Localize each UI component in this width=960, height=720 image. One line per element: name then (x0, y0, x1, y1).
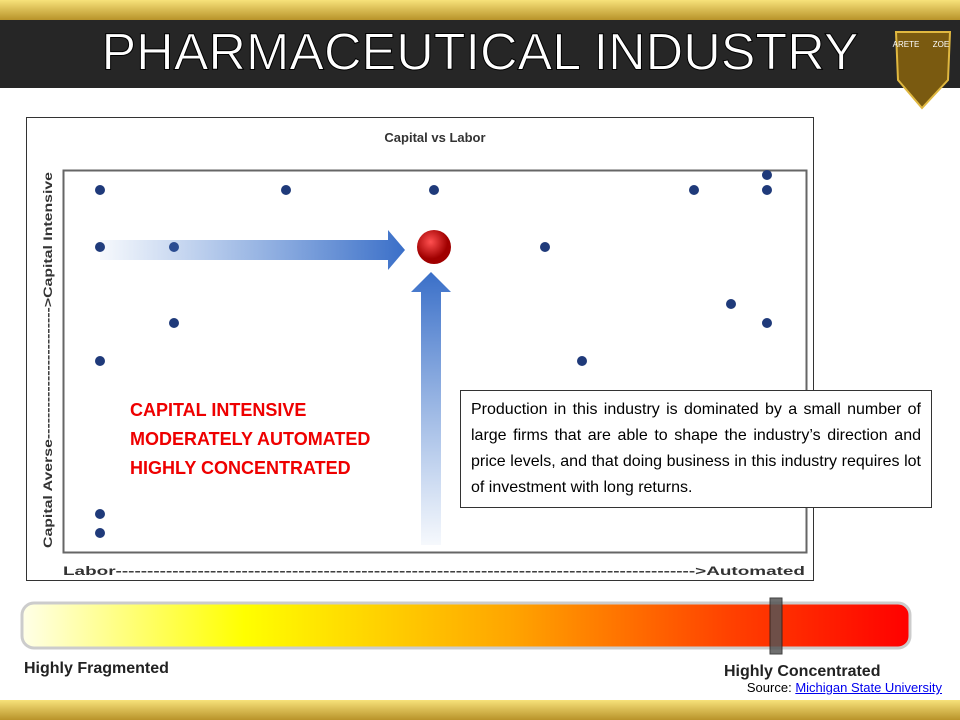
concentration-marker (769, 597, 783, 655)
logo-text: ARETE (893, 40, 920, 49)
bottom-stripe (0, 700, 960, 720)
highlight-point (417, 230, 451, 264)
horizontal-arrow (100, 230, 405, 270)
callout-line: HIGHLY CONCENTRATED (130, 458, 351, 478)
top-stripe (0, 0, 960, 20)
scale-left-label: Highly Fragmented (24, 660, 169, 677)
logo-text: ZOE (933, 40, 949, 49)
x-axis-label: Labor-----------------------------------… (63, 564, 805, 578)
source: Source: Michigan State University (747, 680, 942, 695)
callout-line: MODERATELY AUTOMATED (130, 429, 371, 449)
scale-right-label: Highly Concentrated (724, 663, 880, 680)
source-label: Source: (746, 680, 792, 695)
logo-shield (894, 31, 952, 110)
concentration-bar (20, 601, 912, 650)
description-box: Production in this industry is dominated… (460, 390, 932, 508)
slide-title: PHARMACEUTICAL INDUSTRY (102, 24, 859, 82)
title-bar (0, 20, 960, 88)
chart-title: Capital vs Labor (384, 130, 485, 145)
vertical-arrow (411, 272, 451, 545)
callout-line: CAPITAL INTENSIVE (130, 400, 307, 420)
callout: CAPITAL INTENSIVE MODERATELY AUTOMATED H… (130, 396, 370, 483)
source-link[interactable]: Michigan State University (795, 680, 942, 695)
y-axis-label: Capital Averse------------------------->… (41, 172, 55, 548)
